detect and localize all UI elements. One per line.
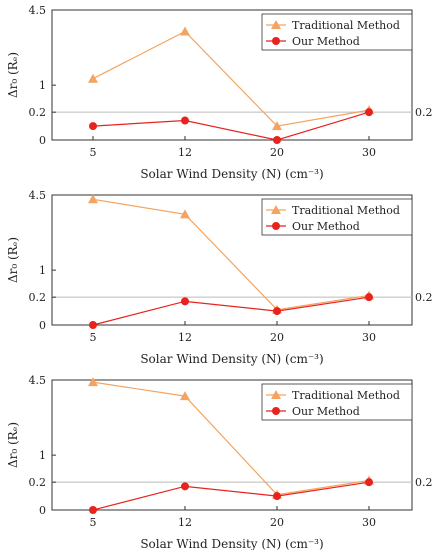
x-tick-label: 30 bbox=[362, 516, 376, 529]
legend-box bbox=[261, 383, 413, 421]
x-axis-title: Solar Wind Density (N) (cm⁻³) bbox=[140, 537, 323, 550]
legend-triangle-marker bbox=[271, 20, 281, 29]
traditional-method-line bbox=[92, 30, 370, 127]
legend-label: Our Method bbox=[292, 220, 360, 233]
legend-circle-marker bbox=[272, 37, 280, 45]
x-tick-label: 12 bbox=[178, 146, 192, 159]
traditional-method-point bbox=[88, 194, 98, 204]
legend-triangle-marker bbox=[271, 205, 281, 214]
plot-frame bbox=[51, 194, 413, 326]
x-tick-label: 20 bbox=[270, 331, 284, 344]
traditional-method-point bbox=[180, 209, 190, 219]
y-axis-title: Δr₀ (Rₑ) bbox=[6, 237, 20, 283]
legend-circle-marker bbox=[272, 222, 280, 230]
legend-triangle-marker bbox=[271, 390, 281, 399]
legend-label: Traditional Method bbox=[292, 204, 400, 217]
chart-panel-1: 0.2 0 0.2 1 4.5 5 12 20 30 Solar Wind Density (N)… bbox=[6, 4, 433, 181]
traditional-method-point bbox=[180, 391, 190, 401]
our-method-point bbox=[365, 108, 373, 117]
x-tick-label: 5 bbox=[90, 516, 97, 529]
our-method-line bbox=[92, 296, 370, 326]
y-tick-label: 1 bbox=[39, 449, 46, 462]
our-method-point bbox=[89, 506, 97, 514]
traditional-method-line bbox=[92, 198, 370, 311]
reference-line-label: 0.2 bbox=[415, 291, 433, 304]
legend: Traditional Method Our Method bbox=[261, 383, 413, 421]
y-axis-title: Δr₀ (Rₑ) bbox=[6, 422, 20, 468]
y-tick-label: 4.5 bbox=[29, 4, 47, 17]
traditional-method-point bbox=[272, 121, 282, 131]
plot-frame bbox=[51, 379, 413, 511]
y-tick-label: 1 bbox=[39, 264, 46, 277]
legend-label: Traditional Method bbox=[292, 389, 400, 402]
our-method-point bbox=[273, 307, 281, 316]
y-tick-label: 0.2 bbox=[29, 476, 47, 489]
traditional-method-point bbox=[88, 73, 98, 83]
y-tick-label: 0 bbox=[39, 504, 46, 517]
legend-label: Traditional Method bbox=[292, 19, 400, 32]
legend-box bbox=[261, 198, 413, 236]
traditional-method-point bbox=[180, 26, 190, 36]
y-tick-label: 0.2 bbox=[29, 291, 47, 304]
our-method-point bbox=[89, 321, 97, 329]
y-tick-label: 4.5 bbox=[29, 374, 47, 387]
our-method-point bbox=[273, 136, 281, 144]
traditional-method-line bbox=[92, 381, 370, 496]
legend: Traditional Method Our Method bbox=[261, 13, 413, 51]
x-tick-label: 20 bbox=[270, 516, 284, 529]
y-tick-label: 4.5 bbox=[29, 189, 47, 202]
our-method-point bbox=[365, 293, 373, 302]
x-tick-label: 12 bbox=[178, 331, 192, 344]
y-axis-title: Δr₀ (Rₑ) bbox=[6, 52, 20, 98]
y-tick-label: 1 bbox=[39, 79, 46, 92]
y-tick-label: 0 bbox=[39, 319, 46, 332]
chart-panel-3: 0.2 0 0.2 1 4.5 5 12 20 30 Solar Wind Density (N)… bbox=[6, 374, 433, 550]
traditional-method-point bbox=[88, 377, 98, 387]
our-method-point bbox=[181, 297, 189, 306]
our-method-point bbox=[181, 116, 189, 125]
legend-box bbox=[261, 13, 413, 51]
our-method-line bbox=[92, 111, 370, 141]
y-tick-label: 0 bbox=[39, 134, 46, 147]
x-axis-title: Solar Wind Density (N) (cm⁻³) bbox=[140, 167, 323, 181]
legend: Traditional Method Our Method bbox=[261, 198, 413, 236]
x-tick-label: 30 bbox=[362, 146, 376, 159]
our-method-point bbox=[273, 492, 281, 501]
x-tick-label: 30 bbox=[362, 331, 376, 344]
our-method-point bbox=[89, 122, 97, 131]
legend-label: Our Method bbox=[292, 405, 360, 418]
x-axis-title: Solar Wind Density (N) (cm⁻³) bbox=[140, 352, 323, 366]
reference-line-label: 0.2 bbox=[415, 106, 433, 119]
our-method-line bbox=[92, 481, 370, 511]
legend-circle-marker bbox=[272, 407, 280, 415]
x-tick-label: 5 bbox=[90, 146, 97, 159]
chart-panel-2: 0.2 0 0.2 1 4.5 5 12 20 30 Solar Wind Density (N)… bbox=[6, 189, 433, 366]
y-tick-label: 0.2 bbox=[29, 106, 47, 119]
our-method-point bbox=[181, 482, 189, 491]
legend-label: Our Method bbox=[292, 35, 360, 48]
x-tick-label: 12 bbox=[178, 516, 192, 529]
reference-line-label: 0.2 bbox=[415, 476, 433, 489]
x-tick-label: 5 bbox=[90, 331, 97, 344]
plot-frame bbox=[51, 9, 413, 141]
our-method-point bbox=[365, 478, 373, 487]
x-tick-label: 20 bbox=[270, 146, 284, 159]
